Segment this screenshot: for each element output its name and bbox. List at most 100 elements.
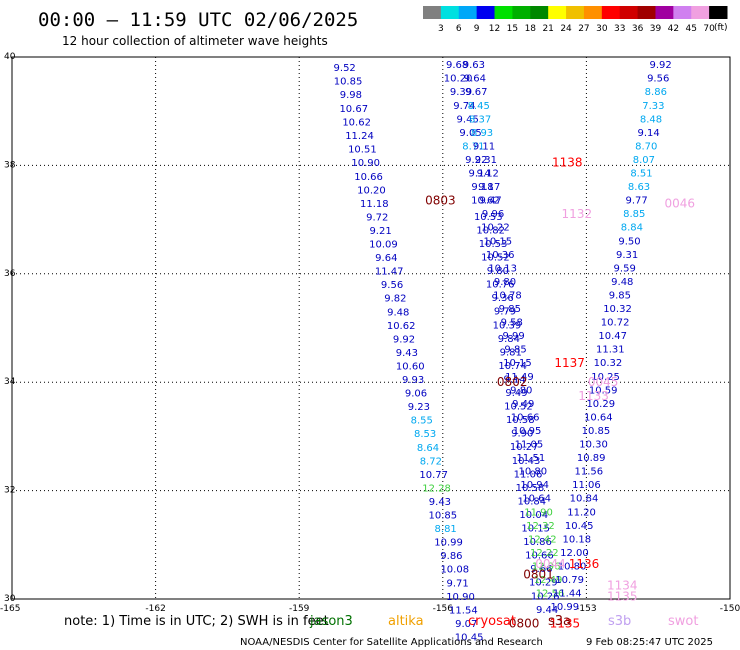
colorbar-label: 21 [542,24,553,34]
data-point: 9.17 [478,182,500,193]
colorbar-swatch [548,6,567,19]
data-point: 8.63 [628,182,650,193]
data-point: 10.53 [474,212,503,223]
colorbar-label: 42 [668,24,679,34]
data-point: 10.60 [396,361,425,372]
colorbar-swatch [512,6,531,19]
data-points: 9.52 10.85 9.98 10.67 10.62 11.24 10.51 10.90 10… [334,60,672,643]
chart-title: 00:00 – 11:59 UTC 02/06/2025 [38,9,358,31]
data-point: 11.31 [596,345,625,356]
time-label: 1134 [607,578,638,592]
data-point: 10.15 [521,524,550,535]
data-point: 10.32 [594,358,623,369]
data-point: 12.22 [530,548,559,559]
data-point: 9.81 [500,347,522,358]
data-point: 9.80 [487,266,509,277]
data-point: 9.12 [477,169,499,180]
time-label: 0045 [588,375,619,389]
data-point: 9.64 [464,74,486,85]
data-point: 9.99 [503,331,525,342]
data-point: 9.68 [446,60,468,71]
data-point: 10.94 [520,480,549,491]
data-point: 10.99 [434,538,463,549]
colorbar-label: 6 [456,24,462,34]
data-point: 9.05 [459,128,481,139]
data-point: 10.80 [558,561,587,572]
data-point: 11.24 [345,131,374,142]
data-point: 10.89 [577,453,606,464]
x-tick-label: -153 [576,604,596,614]
footer-note: note: 1) Time is in UTC; 2) SWH is in fe… [64,614,329,629]
data-point: 8.64 [417,443,439,454]
data-point: 11.06 [572,480,601,491]
data-point: 9.06 [405,389,427,400]
colorbar-label: 30 [596,24,608,34]
time-label: 1135 [550,616,581,630]
colorbar-swatch [494,6,513,19]
colorbar-label: 33 [614,24,625,34]
data-point: 8.45 [468,101,490,112]
colorbar-label: 9 [474,24,480,34]
data-point: 12.96 [532,561,561,572]
data-point: 9.43 [396,348,418,359]
x-tick-label: -165 [0,604,20,614]
colorbar: 3 6 9 12 15 18 21 24 27 30 33 36 39 42 45 70 [423,6,728,34]
data-point: 10.79 [555,575,584,586]
data-point: 9.48 [611,277,633,288]
data-point: 9.79 [494,307,516,318]
data-point: 12.42 [528,534,557,545]
data-point: 10.39 [493,320,522,331]
data-point: 9.47 [480,196,502,207]
colorbar-label: 12 [489,24,500,34]
data-point: 10.58 [516,483,545,494]
data-point: 11.05 [515,440,544,451]
colorbar-unit: (ft) [714,23,728,33]
data-point: 9.45 [457,114,479,125]
data-point: 9.59 [614,263,636,274]
data-point: 10.45 [455,632,484,643]
data-point: 9.96 [482,209,504,220]
plot-area: -165 -162 -159 -156 -153 -150 30 32 34 36 38 40 9.… [0,52,740,643]
colorbar-swatch [440,6,460,19]
data-point: 10.74 [498,361,527,372]
data-point: 10.20 [444,74,473,85]
data-point: 9.49 [505,388,527,399]
data-point: 10.66 [354,172,383,183]
data-point: 8.55 [411,416,433,427]
data-point: 10.25 [591,372,620,383]
data-point: 8.93 [471,128,493,139]
data-point: 10.76 [486,280,515,291]
data-point: 8.86 [645,87,667,98]
colorbar-label: 70 [703,24,715,34]
data-point: 9.77 [626,196,648,207]
data-point: 11.20 [567,507,596,518]
data-point: 8.72 [420,456,442,467]
data-point: 9.50 [618,236,640,247]
data-point: 9.14 [469,169,491,180]
legend-item-s3b: s3b [608,614,631,629]
data-point: 9.44 [536,605,558,616]
data-point: 9.85 [609,290,631,301]
data-point: 10.90 [351,158,380,169]
data-point: 10.52 [481,253,510,264]
data-point: 9.48 [387,307,409,318]
y-tick-labels: 30 32 34 36 38 40 [4,52,16,604]
legend-item-altika: altika [388,614,424,629]
data-point: 10.27 [510,442,539,453]
data-point: 12.56 [536,589,565,600]
data-point: 10.84 [570,494,599,505]
data-point: 9.90 [511,429,533,440]
data-point: 9.98 [340,90,362,101]
chart-subtitle: 12 hour collection of altimeter wave hei… [62,34,328,48]
colorbar-swatch [583,6,603,19]
data-point: 10.43 [512,456,541,467]
data-point: 9.58 [501,318,523,329]
legend-item-jason3: jason3 [309,614,353,629]
data-point: 11.47 [375,267,404,278]
data-point: 10.51 [348,145,377,156]
colorbar-swatch [637,6,656,19]
data-point: 9.43 [429,497,451,508]
colorbar-label: 45 [686,24,697,34]
data-point: 8.37 [469,114,491,125]
